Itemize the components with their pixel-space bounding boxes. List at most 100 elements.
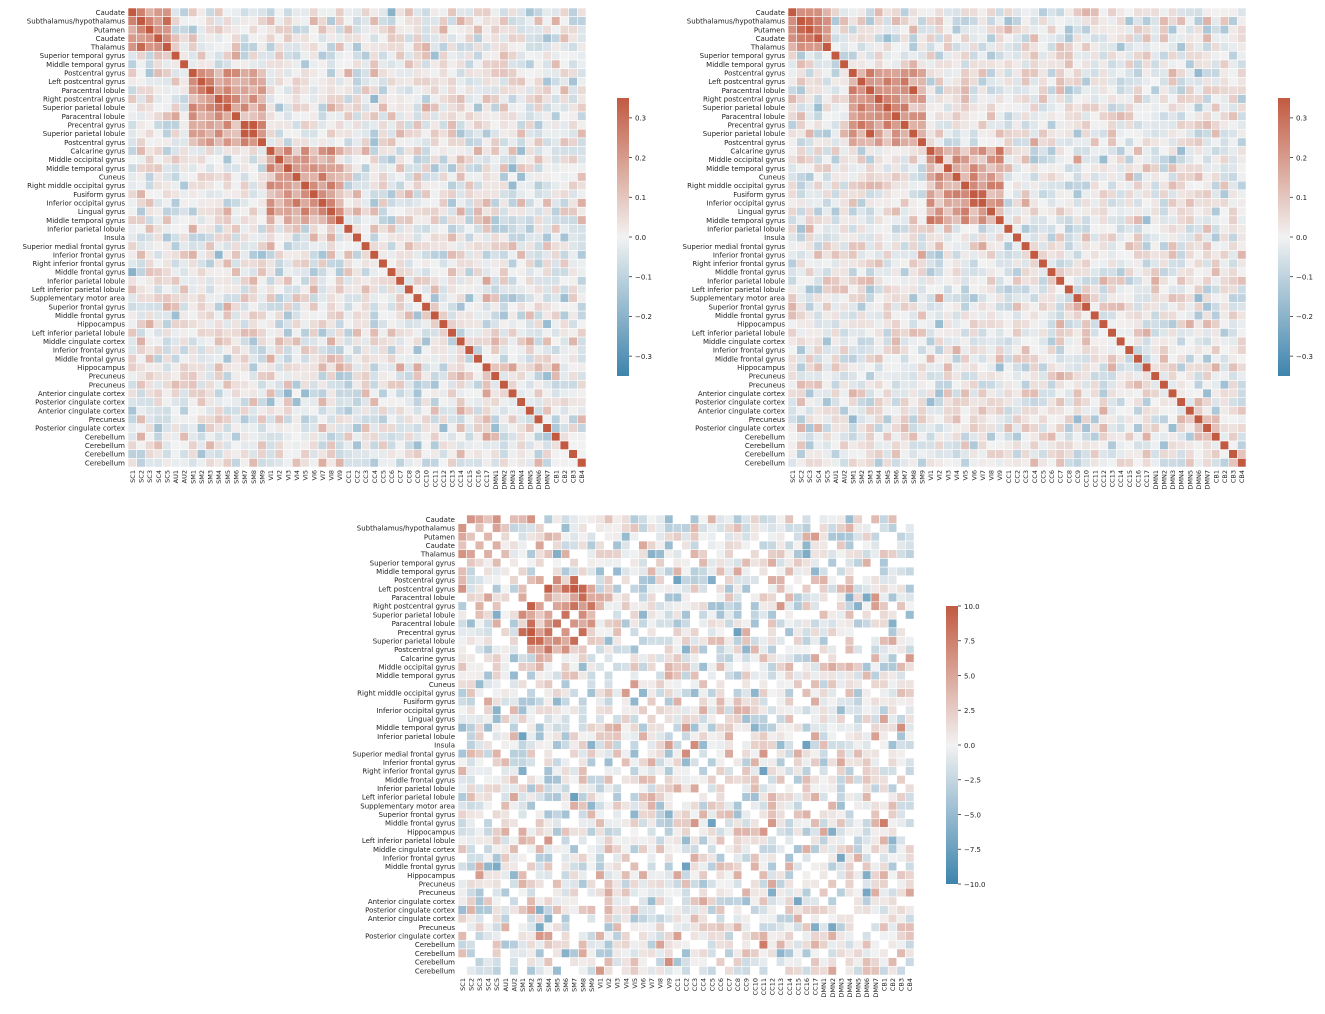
heatmap-cell xyxy=(456,450,465,459)
heatmap-cell xyxy=(1186,181,1195,190)
heatmap-cell xyxy=(1065,86,1074,95)
heatmap-cell xyxy=(249,138,258,147)
heatmap-cell xyxy=(465,199,474,208)
heatmap-cell xyxy=(517,276,526,285)
heatmap-cell xyxy=(900,225,909,234)
heatmap-cell xyxy=(448,77,457,86)
heatmap-cell xyxy=(892,337,901,346)
heatmap-cell xyxy=(500,207,509,216)
heatmap-cell xyxy=(577,225,586,234)
heatmap-cell xyxy=(840,302,849,311)
heatmap-cell xyxy=(961,147,970,156)
heatmap-cell xyxy=(1030,328,1039,337)
heatmap-cell xyxy=(1039,103,1048,112)
heatmap-cell xyxy=(1108,233,1117,242)
heatmap-cell xyxy=(448,60,457,69)
heatmap-cell xyxy=(866,77,875,86)
heatmap-cell xyxy=(1186,155,1195,164)
row-tick-label: Right middle occipital gyrus xyxy=(27,182,125,190)
heatmap-cell xyxy=(1211,60,1220,69)
heatmap-cell xyxy=(1030,320,1039,329)
heatmap-cell xyxy=(526,77,535,86)
heatmap-cell xyxy=(1116,311,1125,320)
heatmap-cell xyxy=(577,34,586,43)
heatmap-cell xyxy=(805,138,814,147)
heatmap-cell xyxy=(1056,207,1065,216)
heatmap-cell xyxy=(900,34,909,43)
heatmap-cell xyxy=(848,320,857,329)
heatmap-cell xyxy=(232,328,241,337)
heatmap-cell xyxy=(188,43,197,52)
heatmap-cell xyxy=(1108,181,1117,190)
heatmap-cell xyxy=(448,242,457,251)
heatmap-cell xyxy=(301,320,310,329)
heatmap-cell xyxy=(1160,34,1169,43)
heatmap-cell xyxy=(405,147,414,156)
heatmap-cell xyxy=(577,354,586,363)
heatmap-cell xyxy=(926,181,935,190)
heatmap-cell xyxy=(1211,233,1220,242)
heatmap-cell xyxy=(258,60,267,69)
heatmap-cell xyxy=(1039,129,1048,138)
heatmap-cell xyxy=(249,69,258,78)
heatmap-cell xyxy=(797,86,806,95)
heatmap-cell xyxy=(353,8,362,17)
heatmap-cell xyxy=(551,8,560,17)
heatmap-cell xyxy=(292,181,301,190)
heatmap-cell xyxy=(137,60,146,69)
heatmap-cell xyxy=(137,458,146,467)
heatmap-cell xyxy=(188,34,197,43)
heatmap-cell xyxy=(1021,337,1030,346)
heatmap-cell xyxy=(1082,69,1091,78)
heatmap-cell xyxy=(526,173,535,182)
heatmap-cell xyxy=(137,285,146,294)
heatmap-cell xyxy=(1151,86,1160,95)
heatmap-cell xyxy=(353,69,362,78)
heatmap-cell xyxy=(292,155,301,164)
heatmap-cell xyxy=(413,34,422,43)
heatmap-cell xyxy=(978,147,987,156)
heatmap-cell xyxy=(1065,112,1074,121)
heatmap-cell xyxy=(918,250,927,259)
heatmap-cell xyxy=(361,406,370,415)
column-tick-label: CB2 xyxy=(561,470,569,483)
heatmap-cell xyxy=(456,155,465,164)
heatmap-cell xyxy=(188,129,197,138)
heatmap-cell xyxy=(978,77,987,86)
heatmap-cell xyxy=(1039,328,1048,337)
heatmap-cell xyxy=(232,294,241,303)
heatmap-cell xyxy=(1203,69,1212,78)
heatmap-cell xyxy=(918,34,927,43)
heatmap-cell xyxy=(926,17,935,26)
heatmap-cell xyxy=(396,268,405,277)
heatmap-cell xyxy=(154,86,163,95)
heatmap-cell xyxy=(1047,103,1056,112)
heatmap-cell xyxy=(840,17,849,26)
heatmap-cell xyxy=(422,138,431,147)
heatmap-cell xyxy=(577,103,586,112)
heatmap-cell xyxy=(430,121,439,130)
heatmap-cell xyxy=(292,372,301,381)
heatmap-cell xyxy=(526,103,535,112)
heatmap-cell xyxy=(918,129,927,138)
heatmap-cell xyxy=(448,129,457,138)
heatmap-cell xyxy=(1151,302,1160,311)
heatmap-cell xyxy=(448,8,457,17)
heatmap-cell xyxy=(805,190,814,199)
heatmap-cell xyxy=(405,320,414,329)
heatmap-cell xyxy=(517,173,526,182)
heatmap-cell xyxy=(292,190,301,199)
heatmap-cell xyxy=(1004,242,1013,251)
heatmap-cell xyxy=(1073,190,1082,199)
heatmap-cell xyxy=(1099,155,1108,164)
heatmap-cell xyxy=(1021,129,1030,138)
heatmap-cell xyxy=(517,458,526,467)
heatmap-cell xyxy=(154,432,163,441)
heatmap-cell xyxy=(275,233,284,242)
heatmap-cell xyxy=(560,415,569,424)
heatmap-cell xyxy=(387,138,396,147)
heatmap-cell xyxy=(840,34,849,43)
heatmap-cell xyxy=(1220,285,1229,294)
heatmap-cell xyxy=(805,25,814,34)
heatmap-cell xyxy=(318,389,327,398)
